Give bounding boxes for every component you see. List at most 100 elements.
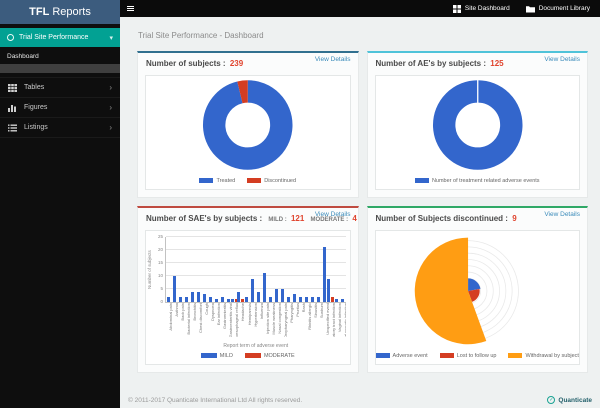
bar-mild: [167, 296, 171, 302]
sidebar-active-item[interactable]: [0, 64, 120, 73]
bar-mild: [293, 294, 297, 302]
bar-mild: [311, 296, 315, 302]
bar-mild: [191, 291, 195, 302]
bar-mild: [299, 296, 303, 302]
y-axis-title: Number of subjects: [147, 250, 152, 289]
donut-chart-svg: [432, 79, 523, 170]
dashboard-grid-icon: [452, 4, 461, 13]
bar-group: [250, 237, 256, 302]
chevron-right-icon: ›: [109, 102, 112, 112]
footer: © 2011-2017 Quanticate International Ltd…: [128, 396, 592, 404]
legend-item: Discontinued: [247, 178, 296, 184]
bar-group: [226, 237, 232, 302]
panel-number-of-aes: View Details Number of AE's by subjects …: [366, 51, 588, 198]
bar-mild: [231, 299, 235, 302]
bar-mild: [227, 299, 231, 302]
bar-group: [244, 237, 250, 302]
subjects-count: 239: [229, 59, 244, 68]
bar-group: [340, 237, 346, 302]
bar-group: [304, 237, 310, 302]
panel-title: Number of AE's by subjects : 125: [375, 59, 504, 68]
bar-mild: [287, 296, 291, 302]
bar-chart-icon: [8, 104, 18, 112]
hamburger-menu-icon[interactable]: [127, 6, 134, 11]
quanticate-logo: ✓ Quanticate: [547, 396, 592, 404]
y-tick-label: 0: [160, 298, 163, 304]
bar-mild: [305, 296, 309, 302]
sidebar-item-figures[interactable]: Figures ›: [0, 97, 120, 117]
panel-title: Number of subjects : 239: [146, 59, 244, 68]
bar-group: [292, 237, 298, 302]
dashboard-panels: View Details Number of subjects : 239 Tr…: [137, 51, 588, 373]
x-tick-label: Vulvovaginal mycotic infection: [342, 303, 346, 337]
bar-group: [256, 237, 262, 302]
bar-mild: [251, 278, 255, 302]
legend-item: MODERATE: [244, 353, 295, 359]
bar-mild: [257, 291, 261, 302]
panel-subjects-discontinued: View Details Number of Subjects disconti…: [366, 206, 588, 373]
site-dashboard-label: Site Dashboard: [464, 5, 510, 12]
bar-group: [268, 237, 274, 302]
bar-mild: [197, 291, 201, 302]
bar-mild: [215, 299, 219, 302]
view-details-link[interactable]: View Details: [314, 211, 351, 218]
brand-rest: Reports: [52, 6, 91, 18]
y-tick-label: 10: [157, 272, 163, 278]
view-details-link[interactable]: View Details: [544, 211, 580, 218]
folder-icon: [525, 5, 535, 12]
chevron-right-icon: ›: [109, 122, 112, 132]
document-library-label: Document Library: [538, 5, 590, 12]
sidebar-item-tables[interactable]: Tables ›: [0, 77, 120, 97]
list-icon: [8, 124, 18, 132]
brand-bold: TFL: [29, 6, 50, 18]
bar-group: [196, 237, 202, 302]
legend-item: Lost to follow up: [439, 353, 496, 359]
bar-mild: [237, 291, 241, 302]
bar-group: [316, 237, 322, 302]
bar-group: [237, 237, 245, 302]
bar-group: [172, 237, 178, 302]
moderate-count: 4: [352, 214, 357, 223]
bar-mild: [269, 296, 273, 302]
bar-mild: [209, 296, 213, 302]
legend-item: Number of treatment related adverse even…: [414, 178, 540, 184]
chevron-down-icon: ▾: [109, 34, 113, 42]
bar-moderate: [241, 299, 245, 302]
breadcrumb: Trial Site Performance - Dashboard: [138, 31, 264, 40]
bar-mild: [335, 299, 339, 302]
panel-number-of-saes: View Details Number of SAE's by subjects…: [137, 206, 359, 373]
panel-title: Number of SAE's by subjects : MILD : 121…: [146, 214, 357, 223]
main-content: Trial Site Performance - Dashboard View …: [120, 17, 600, 408]
bar-mild: [203, 294, 207, 302]
legend-item: Adverse event: [375, 353, 428, 359]
bar-mild: [341, 299, 345, 302]
document-library-button[interactable]: Document Library: [525, 5, 590, 13]
bar-group: [178, 237, 184, 302]
bar-group: [274, 237, 280, 302]
bar-group: [231, 237, 239, 302]
y-tick-label: 5: [160, 285, 163, 291]
sidebar-module-trial-site-performance[interactable]: Trial Site Performance ▾: [0, 28, 120, 47]
bar-group: [202, 237, 208, 302]
site-dashboard-button[interactable]: Site Dashboard: [452, 4, 510, 13]
sidebar-item-listings[interactable]: Listings ›: [0, 117, 120, 138]
view-details-link[interactable]: View Details: [314, 56, 351, 63]
app-logo: TFL Reports: [0, 0, 120, 24]
aes-count: 125: [490, 59, 504, 68]
chart-legend: MILD MODERATE: [146, 349, 350, 362]
bar-mild: [185, 296, 189, 302]
bar-mild: [281, 289, 285, 302]
panel-title: Number of Subjects discontinued : 9: [375, 214, 517, 223]
table-grid-icon: [8, 83, 18, 92]
bar-group: [286, 237, 292, 302]
chevron-right-icon: ›: [109, 82, 112, 92]
panel-number-of-subjects: View Details Number of subjects : 239 Tr…: [137, 51, 359, 198]
bar-mild: [245, 296, 249, 302]
bar-group: [220, 237, 226, 302]
bar-group: [190, 237, 196, 302]
quanticate-logo-icon: ✓: [547, 396, 556, 404]
mild-count: 121: [290, 214, 305, 223]
legend-item: Treated: [199, 178, 235, 184]
bar-mild: [275, 289, 279, 302]
view-details-link[interactable]: View Details: [544, 56, 580, 63]
